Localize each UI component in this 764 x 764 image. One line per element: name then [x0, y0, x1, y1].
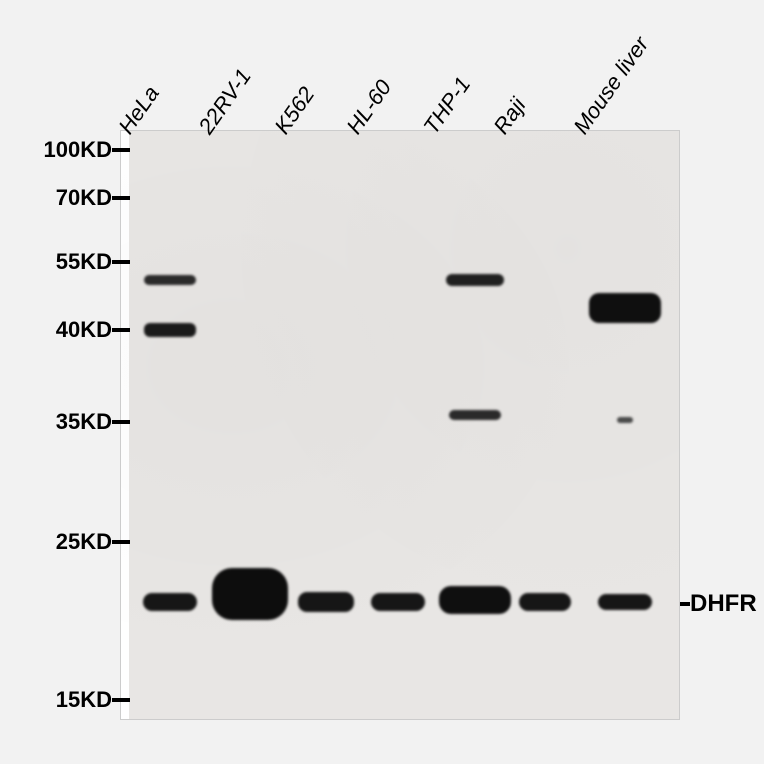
mw-marker-label: 35KD: [56, 409, 112, 435]
mw-marker-tick: [112, 328, 130, 332]
target-label-tick: [680, 602, 690, 606]
band-mliver: [617, 417, 633, 423]
mw-marker-label: 55KD: [56, 249, 112, 275]
mw-marker-label: 25KD: [56, 529, 112, 555]
band-thp1: [439, 586, 511, 614]
blot-membrane: [120, 130, 680, 720]
mw-marker-tick: [112, 196, 130, 200]
mw-marker-label: 100KD: [44, 137, 112, 163]
mw-marker-label: 70KD: [56, 185, 112, 211]
band-mliver: [598, 594, 652, 610]
mw-marker-tick: [112, 260, 130, 264]
lane-label-22rv1: 22RV-1: [193, 64, 256, 139]
band-hela: [144, 323, 196, 337]
blot-noise: [121, 131, 679, 719]
band-k562: [298, 592, 354, 612]
band-hl60: [371, 593, 425, 611]
band-mliver: [589, 293, 661, 323]
band-22rv1: [212, 568, 288, 620]
mw-marker-label: 40KD: [56, 317, 112, 343]
mw-marker-tick: [112, 540, 130, 544]
mw-marker-label: 15KD: [56, 687, 112, 713]
band-thp1: [446, 274, 504, 286]
target-label: DHFR: [690, 590, 757, 618]
mw-marker-tick: [112, 698, 130, 702]
mw-marker-tick: [112, 148, 130, 152]
western-blot-figure: 100KD70KD55KD40KD35KD25KD15KD HeLa22RV-1…: [0, 0, 764, 764]
band-thp1: [449, 410, 501, 420]
band-hela: [144, 275, 196, 285]
band-hela: [143, 593, 197, 611]
mw-marker-tick: [112, 420, 130, 424]
band-raji: [519, 593, 571, 611]
lane-label-mliver: Mouse liver: [568, 32, 654, 139]
